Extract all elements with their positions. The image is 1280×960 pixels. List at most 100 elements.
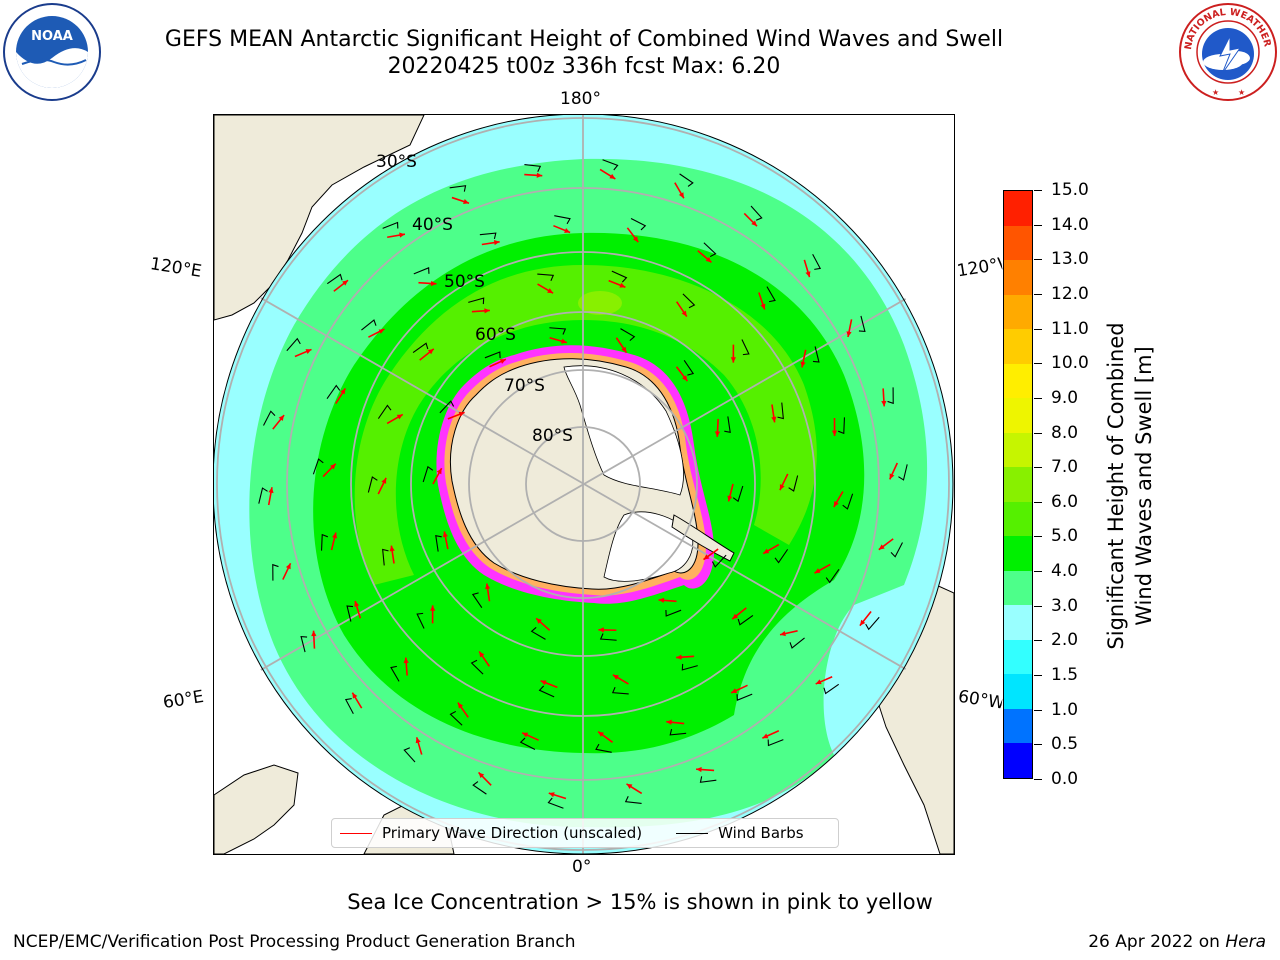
colorbar-segment — [1004, 570, 1032, 606]
wind-barb — [422, 465, 434, 483]
wave-direction-arrowhead — [598, 731, 604, 737]
colorbar-tick-mark — [1034, 536, 1042, 538]
lat-label-60s: 60°S — [475, 325, 516, 345]
wave-direction-arrowhead — [751, 220, 757, 227]
wind-barb — [412, 342, 429, 354]
map-legend: Primary Wave Direction (unscaled) Wind B… — [331, 818, 839, 848]
colorbar-segment — [1004, 225, 1032, 261]
colorbar-segment — [1004, 743, 1032, 778]
wave-direction-arrowhead — [499, 359, 506, 364]
colorbar-tick-label: 8.0 — [1051, 422, 1079, 443]
colorbar-tick-label: 1.5 — [1051, 665, 1079, 686]
wave-direction-arrowhead — [696, 766, 702, 773]
wave-direction-arrowhead — [342, 280, 349, 286]
wave-direction-arrowhead — [705, 256, 712, 263]
colorbar-tick-mark — [1034, 501, 1042, 503]
wind-barb — [858, 315, 866, 333]
wave-direction-arrowhead — [548, 792, 555, 798]
wind-barb — [519, 737, 536, 750]
wind-barb — [766, 286, 776, 303]
wind-barb — [624, 796, 642, 805]
colorbar-segment — [1004, 329, 1032, 364]
wave-direction-arrowhead — [330, 463, 336, 470]
wave-direction-arrowhead — [493, 240, 500, 246]
legend-red-line-icon — [340, 832, 372, 834]
svg-text:★: ★ — [1238, 88, 1245, 97]
wave-direction-arrowhead — [676, 654, 682, 660]
wind-barb — [823, 683, 840, 695]
lat-label-40s: 40°S — [412, 215, 453, 235]
colorbar-tick-label: 6.0 — [1051, 491, 1079, 512]
wind-barb — [554, 215, 571, 225]
wind-barb — [602, 159, 619, 171]
colorbar-segment — [1004, 501, 1032, 537]
wave-direction-arrowhead — [484, 308, 490, 314]
wind-barb — [468, 297, 485, 305]
colorbar-tick-mark — [1034, 640, 1042, 642]
colorbar-segment — [1004, 432, 1032, 468]
colorbar-segment — [1004, 674, 1032, 709]
colorbar-segment — [1004, 363, 1032, 399]
wave-direction-arrowhead — [396, 414, 403, 420]
wave-direction-arrowhead — [285, 563, 291, 570]
lat-label-70s: 70°S — [504, 376, 545, 396]
wave-field-5m — [354, 265, 817, 585]
map-panel: 30°S 40°S 50°S 60°S 70°S 80°S — [214, 115, 954, 854]
wind-barb — [825, 569, 840, 584]
colorbar-tick-mark — [1034, 224, 1042, 226]
wave-direction-arrowhead — [609, 173, 616, 179]
wind-barb — [679, 173, 694, 187]
wave-direction-arrowhead — [619, 282, 626, 288]
wind-barb — [611, 686, 629, 695]
wave-direction-arrowhead — [415, 737, 421, 744]
colorbar-title-line1: Significant Height of Combined — [1104, 322, 1128, 650]
wind-barb — [736, 693, 753, 701]
wave-direction-arrowhead — [780, 631, 786, 637]
wave-direction-arrowhead — [436, 468, 442, 475]
colorbar-segment — [1004, 190, 1032, 226]
wave-direction-arrowhead — [714, 431, 721, 437]
colorbar-title-line2: Wind Waves and Swell [m] — [1132, 346, 1156, 626]
wave-direction-arrowhead — [732, 613, 739, 620]
polar-map: 30°S 40°S 50°S 60°S 70°S 80°S — [214, 115, 954, 854]
wave-direction-arrowhead — [268, 487, 274, 494]
wave-direction-arrowhead — [598, 627, 604, 633]
wave-direction-arrowhead — [478, 772, 485, 779]
wind-barb — [681, 663, 698, 671]
wave-direction-arrowhead — [354, 600, 360, 607]
wind-barb — [898, 464, 908, 481]
wave-direction-arrowhead — [458, 411, 465, 417]
wind-barb — [611, 270, 628, 283]
wind-barb — [524, 163, 542, 172]
wave-direction-arrowhead — [389, 545, 395, 552]
wave-direction-arrowhead — [536, 618, 542, 624]
wave-direction-arrowhead — [682, 375, 688, 382]
wave-direction-arrowhead — [278, 415, 285, 421]
lon-label-120w: 120°W — [955, 254, 1004, 282]
lat-label-80s: 80°S — [532, 426, 573, 446]
colorbar-segment — [1004, 398, 1032, 433]
footer-machine: Hera — [1225, 932, 1266, 952]
wind-barb — [620, 328, 636, 342]
wave-direction-arrowhead — [430, 280, 437, 287]
lon-label-60e: 60°E — [161, 686, 206, 714]
colorbar-tick-mark — [1034, 432, 1042, 434]
wind-barb — [812, 254, 822, 270]
africa-land — [214, 764, 299, 854]
nws-logo: NATIONAL WEATHER SERVICE ★ ★ — [1178, 2, 1277, 101]
svg-text:★: ★ — [1212, 88, 1219, 97]
wind-barb — [737, 614, 754, 626]
colorbar-tick-mark — [1034, 779, 1042, 780]
wave-direction-arrowhead — [878, 544, 885, 550]
wave-direction-arrowhead — [621, 346, 627, 353]
wave-direction-arrowhead — [332, 532, 338, 539]
wind-barb — [326, 273, 343, 285]
wave-direction-arrowhead — [352, 692, 358, 699]
wind-barb — [416, 612, 425, 629]
wind-barb — [449, 185, 467, 192]
colorbar-segment — [1004, 260, 1032, 295]
wind-barb — [812, 346, 820, 363]
colorbar-segment — [1004, 708, 1032, 744]
wave-direction-arrowhead — [612, 674, 619, 680]
lon-label-60w: 60°W — [956, 686, 1004, 714]
